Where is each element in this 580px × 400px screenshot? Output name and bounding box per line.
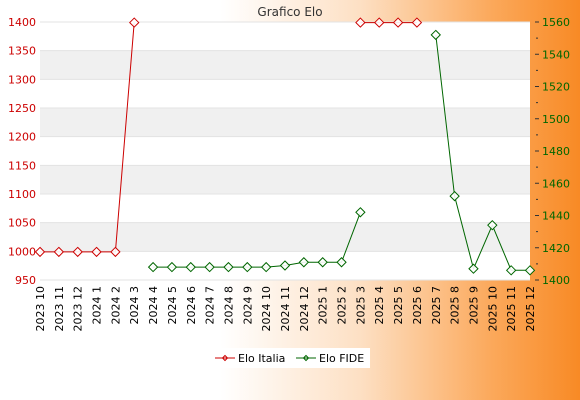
x-tick-label: 2025 3 [354,286,367,325]
x-tick-label: 2024 12 [298,286,311,332]
data-point [91,246,102,258]
x-tick-label: 2025 7 [430,286,443,325]
plot-bands [40,22,530,280]
left-tick-label: 1050 [8,217,36,230]
data-point [430,29,441,41]
data-point [34,246,46,258]
legend-box [210,348,370,368]
x-axis-ticks: 2023 10 2023 11 2023 12 2024 1 2024 2 2024 3 2… [34,286,537,332]
x-tick-label: 2025 12 [524,286,537,332]
data-point [129,17,140,28]
left-tick-label: 1100 [8,188,36,201]
data-point [374,17,385,28]
data-point [411,17,423,28]
x-tick-label: 2024 7 [204,286,217,325]
chart-title: Grafico Elo [257,5,322,19]
x-tick-label: 2025 10 [486,286,499,332]
left-tick-label: 1150 [8,159,36,172]
right-axis-ticks: 1400 1420 1440 1460 1480 1500 1520 1540 1560 [535,16,570,287]
data-point [336,257,347,268]
x-tick-label: 2024 1 [91,286,104,325]
data-point [223,261,234,273]
legend-fide-marker [302,354,310,362]
x-tick-label: 2023 10 [34,286,47,332]
x-tick-label: 2024 6 [185,286,198,325]
data-point [298,257,310,268]
x-tick-label: 2024 2 [109,286,122,325]
plot-band [40,222,530,252]
data-point [449,190,460,202]
x-tick-label: 2023 12 [72,286,85,332]
left-tick-label: 1000 [8,245,36,258]
legend-italia-label: Elo Italia [238,352,285,365]
x-tick-label: 2025 2 [336,286,349,325]
data-point [166,261,178,273]
left-axis-ticks: 950 1000 1050 1100 1150 1200 1250 1300 1350 1400 [8,16,36,287]
data-point [317,257,328,268]
left-tick-label: 1250 [8,102,36,115]
x-tick-label: 2024 11 [279,286,292,332]
data-point [487,219,498,231]
left-tick-label: 1400 [8,16,36,29]
x-tick-label: 2024 8 [222,286,235,325]
plot-band [40,79,530,108]
right-tick-label: 1500 [542,113,570,126]
right-tick-label: 1400 [542,274,570,287]
x-tick-label: 2024 9 [241,286,254,325]
x-tick-label: 2025 8 [449,286,462,325]
data-point [355,207,366,218]
x-tick-label: 2025 4 [373,286,386,325]
data-point [468,263,479,274]
x-tick-label: 2024 4 [147,286,160,325]
plot-band [40,50,530,80]
data-point [355,17,366,28]
legend-italia-marker [221,354,229,362]
data-point [185,261,196,273]
plot-band [40,194,530,223]
data-point [392,17,404,28]
right-tick-label: 1440 [542,210,570,223]
right-tick-label: 1560 [542,16,570,29]
x-tick-label: 2025 6 [411,286,424,325]
legend-fide-label: Elo FIDE [319,352,364,365]
x-tick-label: 2024 3 [128,286,141,325]
right-tick-label: 1520 [542,81,570,94]
x-tick-label: 2025 9 [467,286,480,325]
left-tick-label: 1350 [8,45,36,58]
x-tick-label: 2025 1 [317,286,330,325]
right-tick-label: 1420 [542,242,570,255]
data-point [279,260,291,271]
right-tick-label: 1460 [542,177,570,190]
x-tick-label: 2025 5 [392,286,405,325]
plot-band [40,108,530,137]
left-tick-label: 1300 [8,73,36,86]
data-point [260,261,272,273]
plot-band [40,22,530,51]
right-tick-label: 1540 [542,48,570,61]
data-point [147,261,159,273]
series-markers [34,17,536,276]
left-tick-label: 950 [15,274,36,287]
data-point [204,261,215,273]
data-point [242,261,253,273]
x-tick-label: 2024 10 [260,286,273,332]
data-point [524,265,536,276]
plot-band [40,165,530,194]
x-tick-label: 2023 11 [53,286,66,332]
data-point [505,265,517,276]
left-tick-label: 1200 [8,131,36,144]
data-point [110,246,121,258]
plot-band [40,136,530,166]
gridlines [40,21,530,281]
right-tick-label: 1480 [542,145,570,158]
data-point [53,246,65,258]
x-tick-label: 2025 11 [505,286,518,332]
x-tick-label: 2024 5 [166,286,179,325]
legend: Elo Italia Elo FIDE [210,348,370,368]
data-point [72,246,83,258]
